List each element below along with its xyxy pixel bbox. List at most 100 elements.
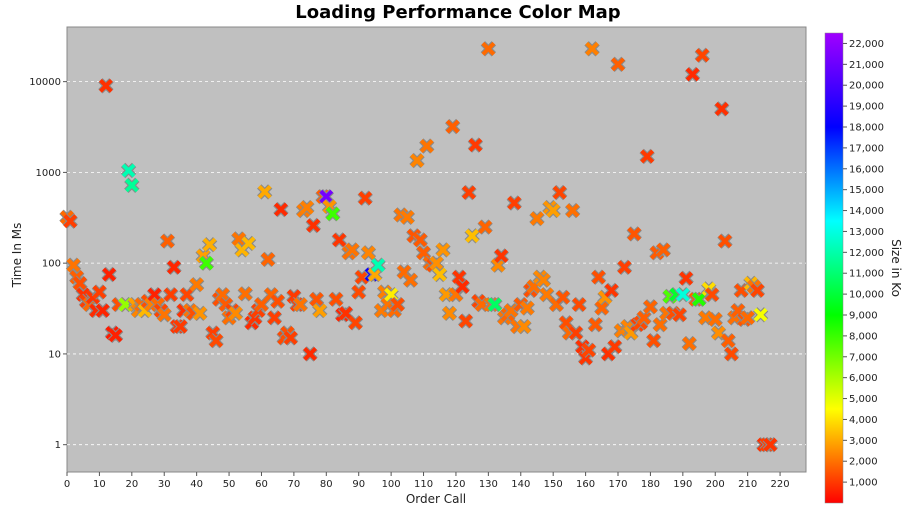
x-tick-label: 110: [414, 479, 433, 490]
data-point: [568, 325, 584, 341]
data-point: [691, 291, 707, 307]
data-point: [344, 242, 360, 258]
marker-fill: [429, 256, 444, 271]
data-point: [451, 269, 467, 285]
marker-fill: [653, 317, 668, 332]
x-tick-label: 140: [511, 479, 530, 490]
data-point: [370, 257, 386, 273]
data-point: [590, 269, 607, 285]
marker-fill: [261, 252, 275, 267]
data-point: [467, 137, 484, 153]
marker-fill: [254, 297, 269, 312]
data-point: [603, 282, 620, 299]
data-point: [739, 310, 756, 326]
data-point: [675, 286, 691, 303]
data-point: [457, 313, 474, 329]
data-point: [312, 302, 328, 319]
data-point: [299, 199, 315, 216]
marker-fill: [293, 297, 308, 312]
x-tick-label: 190: [673, 479, 692, 490]
data-point: [642, 299, 659, 315]
colorbar: [824, 32, 844, 504]
data-point: [694, 47, 710, 64]
data-point: [308, 291, 325, 307]
marker-fill: [708, 312, 723, 327]
marker-fill: [565, 203, 580, 218]
x-tick-label: 40: [190, 479, 203, 490]
data-point: [325, 206, 341, 222]
marker-fill: [520, 301, 535, 315]
marker-fill: [403, 273, 418, 288]
x-tick-label: 130: [479, 479, 498, 490]
data-point: [399, 209, 416, 226]
data-point: [107, 327, 124, 344]
marker-fill: [351, 285, 366, 300]
colorbar-tick-label: 1,000: [849, 478, 878, 489]
data-point: [428, 255, 445, 271]
data-point: [360, 245, 377, 261]
colorbar-tick-label: 3,000: [849, 436, 878, 447]
y-tick-label: 10000: [29, 77, 61, 88]
data-point: [697, 310, 714, 326]
data-point: [626, 226, 642, 242]
data-point: [610, 56, 626, 73]
data-point: [707, 311, 723, 328]
data-point: [94, 302, 111, 319]
marker-fill: [413, 233, 428, 247]
marker-fill: [656, 242, 671, 257]
colorbar-tick-label: 15,000: [849, 185, 884, 196]
data-point: [684, 66, 701, 83]
marker-fill: [371, 258, 386, 273]
marker-fill: [572, 297, 587, 312]
data-point: [480, 41, 497, 57]
marker-fill: [180, 287, 194, 302]
data-point: [62, 213, 78, 229]
x-tick-label: 70: [288, 479, 301, 490]
data-point: [717, 233, 733, 249]
data-point: [581, 342, 597, 358]
marker-fill: [695, 48, 710, 63]
data-point: [351, 284, 367, 300]
marker-fill: [167, 260, 181, 275]
data-point: [409, 152, 425, 169]
colorbar-tick-label: 22,000: [849, 39, 884, 50]
colorbar-tick-label: 10,000: [849, 290, 884, 301]
x-tick-label: 90: [352, 479, 365, 490]
marker-fill: [228, 306, 243, 321]
data-point: [166, 259, 182, 276]
marker-fill: [705, 287, 719, 302]
x-axis: 0 10 20 30 40 50 60 70 80 90 100 110 120 130 140 150 160…: [64, 472, 790, 490]
data-point: [762, 436, 779, 453]
marker-fill: [400, 210, 415, 225]
data-point: [146, 286, 163, 303]
data-point: [645, 332, 662, 349]
data-point: [159, 233, 176, 249]
data-point: [347, 315, 364, 331]
data-point: [367, 266, 383, 283]
marker-fill: [637, 310, 651, 325]
data-point: [253, 296, 270, 313]
marker-fill: [63, 214, 78, 229]
data-point: [201, 236, 218, 253]
x-tick-label: 200: [706, 479, 725, 490]
marker-fill: [478, 220, 493, 234]
marker-fill: [679, 271, 693, 286]
marker-fill: [306, 218, 321, 233]
marker-fill: [458, 314, 473, 329]
marker-fill: [108, 328, 123, 343]
y-axis: 1 10 100 1000 10000: [29, 77, 67, 451]
x-tick-label: 210: [738, 479, 757, 490]
marker-fill: [750, 283, 765, 298]
data-point: [402, 272, 419, 288]
data-point: [91, 284, 108, 300]
x-tick-label: 10: [93, 479, 106, 490]
marker-fill: [66, 258, 81, 273]
marker-fill: [617, 260, 632, 275]
marker-fill: [95, 303, 110, 318]
marker-fill: [332, 233, 347, 247]
marker-fill: [209, 333, 224, 348]
marker-fill: [555, 290, 570, 305]
marker-fill: [594, 301, 609, 315]
marker-fill: [283, 331, 298, 345]
data-point: [214, 286, 231, 303]
